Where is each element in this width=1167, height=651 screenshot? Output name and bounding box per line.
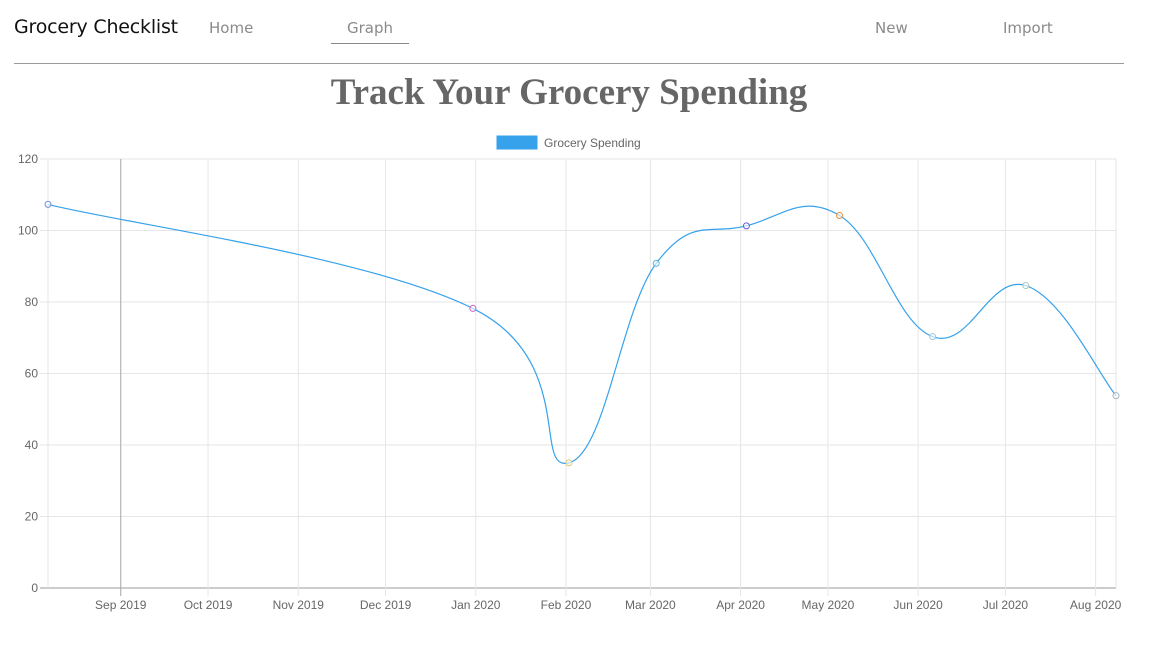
data-point	[742, 222, 750, 230]
data-point	[1022, 282, 1030, 290]
y-tick-label: 0	[31, 581, 38, 595]
data-point	[469, 304, 477, 312]
nav-graph-link[interactable]: Graph	[331, 19, 410, 44]
x-tick-label: Jul 2020	[983, 598, 1029, 612]
x-tick-label: Feb 2020	[541, 598, 592, 612]
x-tick-label: Oct 2019	[184, 598, 233, 612]
legend-swatch	[496, 135, 538, 150]
series-line	[47, 203, 1117, 464]
y-tick-label: 60	[25, 367, 39, 381]
x-tick-label: Aug 2020	[1070, 598, 1122, 612]
data-point	[1112, 392, 1120, 400]
y-tick-label: 20	[25, 510, 39, 524]
x-tick-label: Sep 2019	[95, 598, 147, 612]
y-tick-label: 100	[18, 224, 38, 238]
x-tick-label: Apr 2020	[716, 598, 765, 612]
nav-new-link[interactable]: New	[875, 19, 908, 37]
legend-label: Grocery Spending	[544, 136, 641, 150]
x-tick-label: Jan 2020	[451, 598, 501, 612]
data-point	[44, 200, 52, 208]
x-tick-label: Nov 2019	[273, 598, 325, 612]
y-tick-label: 40	[25, 438, 39, 452]
x-tick-label: Dec 2019	[360, 598, 412, 612]
data-point	[565, 459, 573, 467]
navbar: Grocery Checklist Home Graph New Import	[14, 0, 1124, 64]
nav-import-link[interactable]: Import	[1003, 19, 1053, 37]
data-point	[836, 211, 844, 219]
nav-home-link[interactable]: Home	[209, 19, 254, 37]
data-point	[652, 259, 660, 267]
x-tick-label: Jun 2020	[893, 598, 943, 612]
y-tick-label: 80	[25, 295, 39, 309]
x-tick-label: May 2020	[802, 598, 855, 612]
y-tick-label: 120	[18, 152, 38, 166]
brand-link[interactable]: Grocery Checklist	[14, 16, 178, 38]
page-title: Track Your Grocery Spending	[330, 72, 808, 113]
x-tick-label: Mar 2020	[625, 598, 676, 612]
data-point	[929, 333, 937, 341]
spending-line-chart: 0 20 40 60 80 100 120 Sep 2019 Oct 2019 Nov 2019 D…	[18, 135, 1122, 612]
